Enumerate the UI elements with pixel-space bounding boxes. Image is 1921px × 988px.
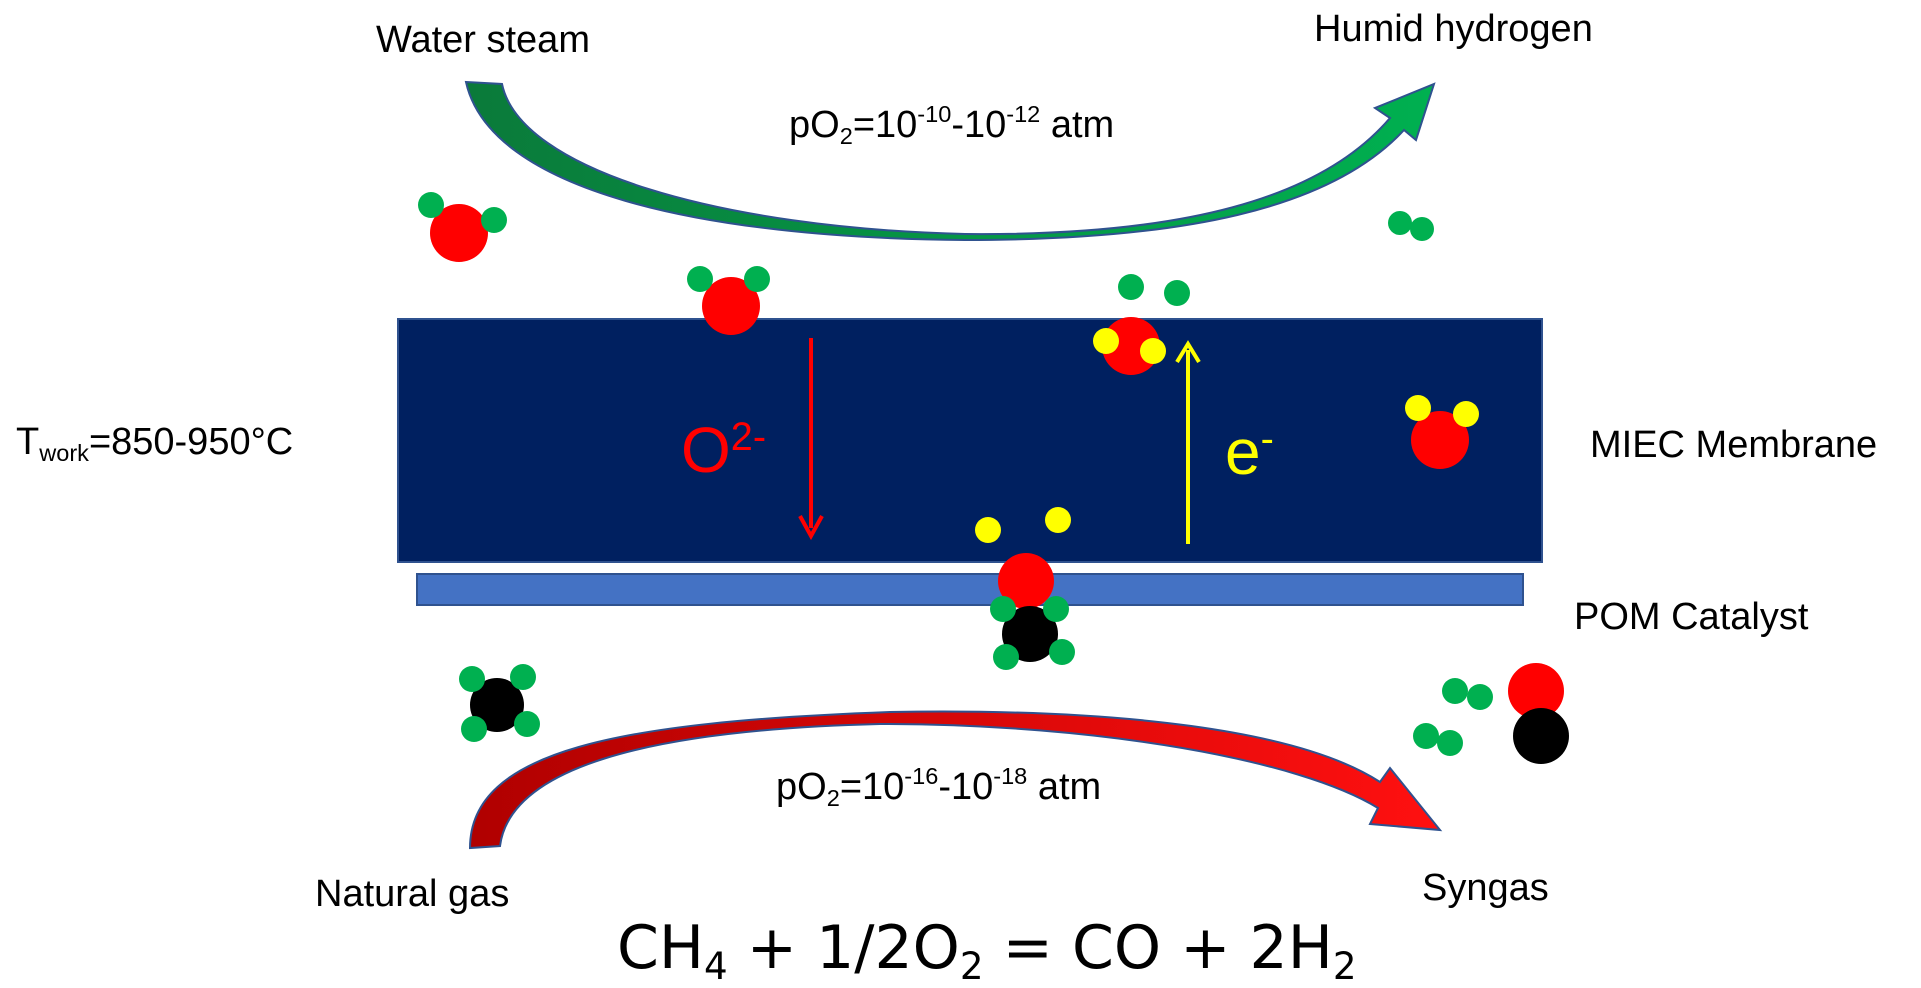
electrons-released <box>975 507 1071 543</box>
t-work-base: T <box>16 421 40 463</box>
electron-charge: - <box>1260 417 1274 462</box>
water-molecule <box>687 266 770 335</box>
equation-ch: CH <box>617 913 705 983</box>
equation-o-sub: 2 <box>959 944 984 988</box>
oxygen-ion-arrow <box>798 338 824 541</box>
hydrogen-molecule <box>1413 723 1463 756</box>
equation-h-sub: 2 <box>1332 944 1357 988</box>
po2-bottom-base: pO <box>776 766 827 808</box>
po2-bottom-exp1: -16 <box>904 762 939 789</box>
oxygen-ion-in-membrane <box>1405 395 1479 469</box>
po2-top-base: pO <box>789 104 840 146</box>
po2-bottom-dash: -10 <box>938 766 994 808</box>
miec-membrane-block <box>397 318 1543 563</box>
po2-bottom-exp2: -18 <box>993 762 1028 789</box>
po2-top-unit: atm <box>1040 104 1115 146</box>
steam-flow-arrow <box>464 80 1436 242</box>
electron-label: e- <box>1225 417 1274 484</box>
oxygen-ion-base: O <box>681 414 731 486</box>
hydrogen-molecule <box>1442 678 1493 710</box>
oxygen-methane-reaction <box>990 553 1075 670</box>
po2-top-exp1: -10 <box>917 100 952 127</box>
hydrogen-atoms <box>1118 274 1190 306</box>
equation-ch-sub: 4 <box>704 944 728 988</box>
oxygen-ion-with-electrons <box>1093 317 1166 375</box>
oxygen-ion-charge: 2- <box>730 415 767 460</box>
po2-top-eq: =10 <box>852 104 918 146</box>
po2-bottom-sub: 2 <box>826 785 840 812</box>
natural-gas-label: Natural gas <box>315 873 510 915</box>
t-work-label: Twork=850-950°C <box>16 421 294 465</box>
po2-top-exp2: -12 <box>1006 100 1041 127</box>
water-molecule <box>418 192 507 262</box>
pom-catalyst-layer <box>416 573 1524 606</box>
equation-rhs: = CO + 2H <box>983 913 1333 983</box>
electron-base: e <box>1225 416 1261 488</box>
po2-bottom-label: pO2=10-16-10-18 atm <box>776 764 1102 810</box>
po2-bottom-unit: atm <box>1027 766 1102 808</box>
electron-arrow <box>1175 340 1201 544</box>
pom-catalyst-label: POM Catalyst <box>1574 596 1809 638</box>
po2-top-dash: -10 <box>951 104 1007 146</box>
t-work-value: =850-950°C <box>88 421 294 463</box>
gas-flow-arrow <box>468 710 1443 850</box>
syngas-label: Syngas <box>1422 867 1549 909</box>
po2-top-label: pO2=10-10-10-12 atm <box>789 102 1115 148</box>
t-work-sub: work <box>39 440 89 467</box>
equation-plus-half: + 1/2O <box>727 913 960 983</box>
miec-membrane-label: MIEC Membrane <box>1590 424 1878 466</box>
reaction-equation: CH4 + 1/2O2 = CO + 2H2 <box>617 918 1357 985</box>
carbon-monoxide-molecule <box>1508 663 1569 764</box>
hydrogen-molecule <box>1388 211 1434 241</box>
water-steam-label: Water steam <box>376 19 590 61</box>
humid-hydrogen-label: Humid hydrogen <box>1314 8 1593 50</box>
methane-molecule <box>459 664 540 742</box>
po2-top-sub: 2 <box>839 123 853 150</box>
po2-bottom-eq: =10 <box>839 766 905 808</box>
oxygen-ion-label: O2- <box>681 415 767 482</box>
